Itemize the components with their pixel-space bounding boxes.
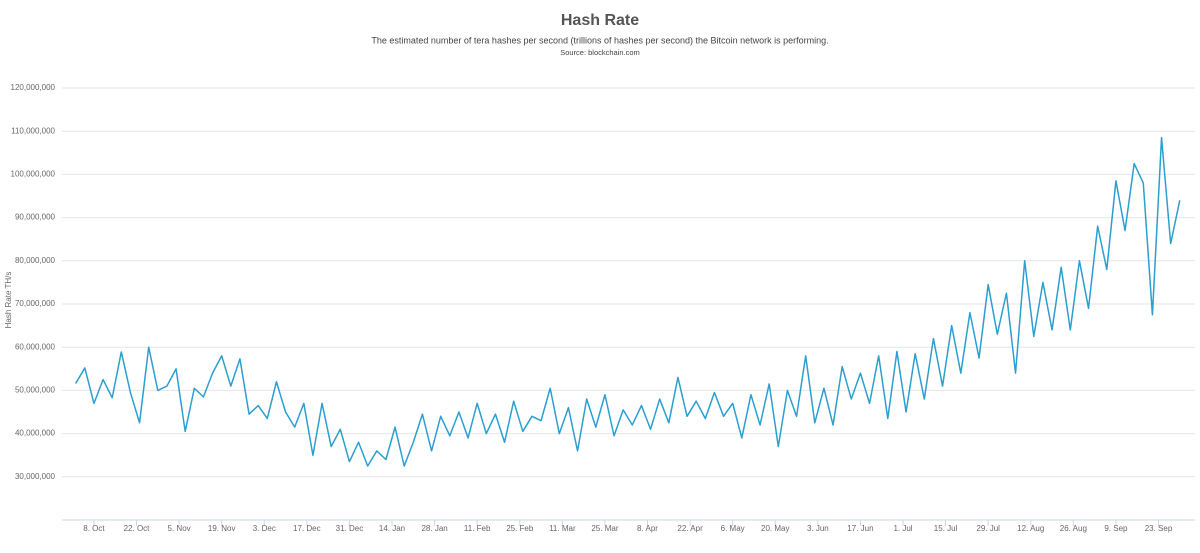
y-tick-label: 80,000,000 (15, 256, 56, 265)
y-tick-label: 90,000,000 (15, 213, 56, 222)
x-tick-label: 25. Feb (506, 524, 534, 533)
y-tick-label: 110,000,000 (11, 126, 55, 135)
x-tick-label: 22. Oct (124, 524, 151, 533)
x-tick-label: 29. Jul (976, 524, 1000, 533)
x-tick-label: 26. Aug (1060, 524, 1087, 533)
x-tick-label: 3. Jun (807, 524, 829, 533)
chart-subtitle: The estimated number of tera hashes per … (371, 35, 828, 45)
y-tick-label: 100,000,000 (11, 170, 56, 179)
x-tick-label: 1. Jul (893, 524, 912, 533)
y-tick-label: 70,000,000 (15, 299, 56, 308)
x-tick-label: 22. Apr (677, 524, 703, 533)
data-line (75, 136, 1181, 467)
x-tick-label: 11. Feb (464, 524, 491, 533)
x-tick-label: 28. Jan (421, 524, 447, 533)
x-tick-label: 19. Nov (208, 524, 236, 533)
y-tick-label: 40,000,000 (15, 429, 56, 438)
x-tick-label: 9. Sep (1104, 524, 1128, 533)
x-tick-label: 31. Dec (336, 524, 364, 533)
x-tick-label: 20. May (761, 524, 789, 533)
chart-source: Source: blockchain.com (560, 48, 640, 57)
x-tick-label: 5. Nov (168, 524, 191, 533)
x-tick-label: 6. May (721, 524, 745, 533)
y-tick-label: 30,000,000 (15, 472, 56, 481)
x-tick-label: 14. Jan (379, 524, 405, 533)
x-tick-label: 3. Dec (253, 524, 276, 533)
x-tick-label: 12. Aug (1017, 524, 1044, 533)
x-tick-label: 8. Apr (637, 524, 658, 533)
y-tick-label: 120,000,000 (11, 83, 56, 92)
x-tick-label: 25. Mar (591, 524, 618, 533)
x-tick-label: 17. Jun (847, 524, 873, 533)
x-tick-label: 15. Jul (934, 524, 958, 533)
x-tick-label: 23. Sep (1145, 524, 1173, 533)
x-tick-label: 11. Mar (549, 524, 576, 533)
y-tick-label: 50,000,000 (15, 386, 56, 395)
x-tick-label: 17. Dec (293, 524, 321, 533)
x-tick-label: 8. Oct (83, 524, 105, 533)
y-axis-label: Hash Rate TH/s (4, 272, 13, 329)
chart-title: Hash Rate (561, 12, 639, 29)
y-tick-label: 60,000,000 (15, 342, 56, 351)
